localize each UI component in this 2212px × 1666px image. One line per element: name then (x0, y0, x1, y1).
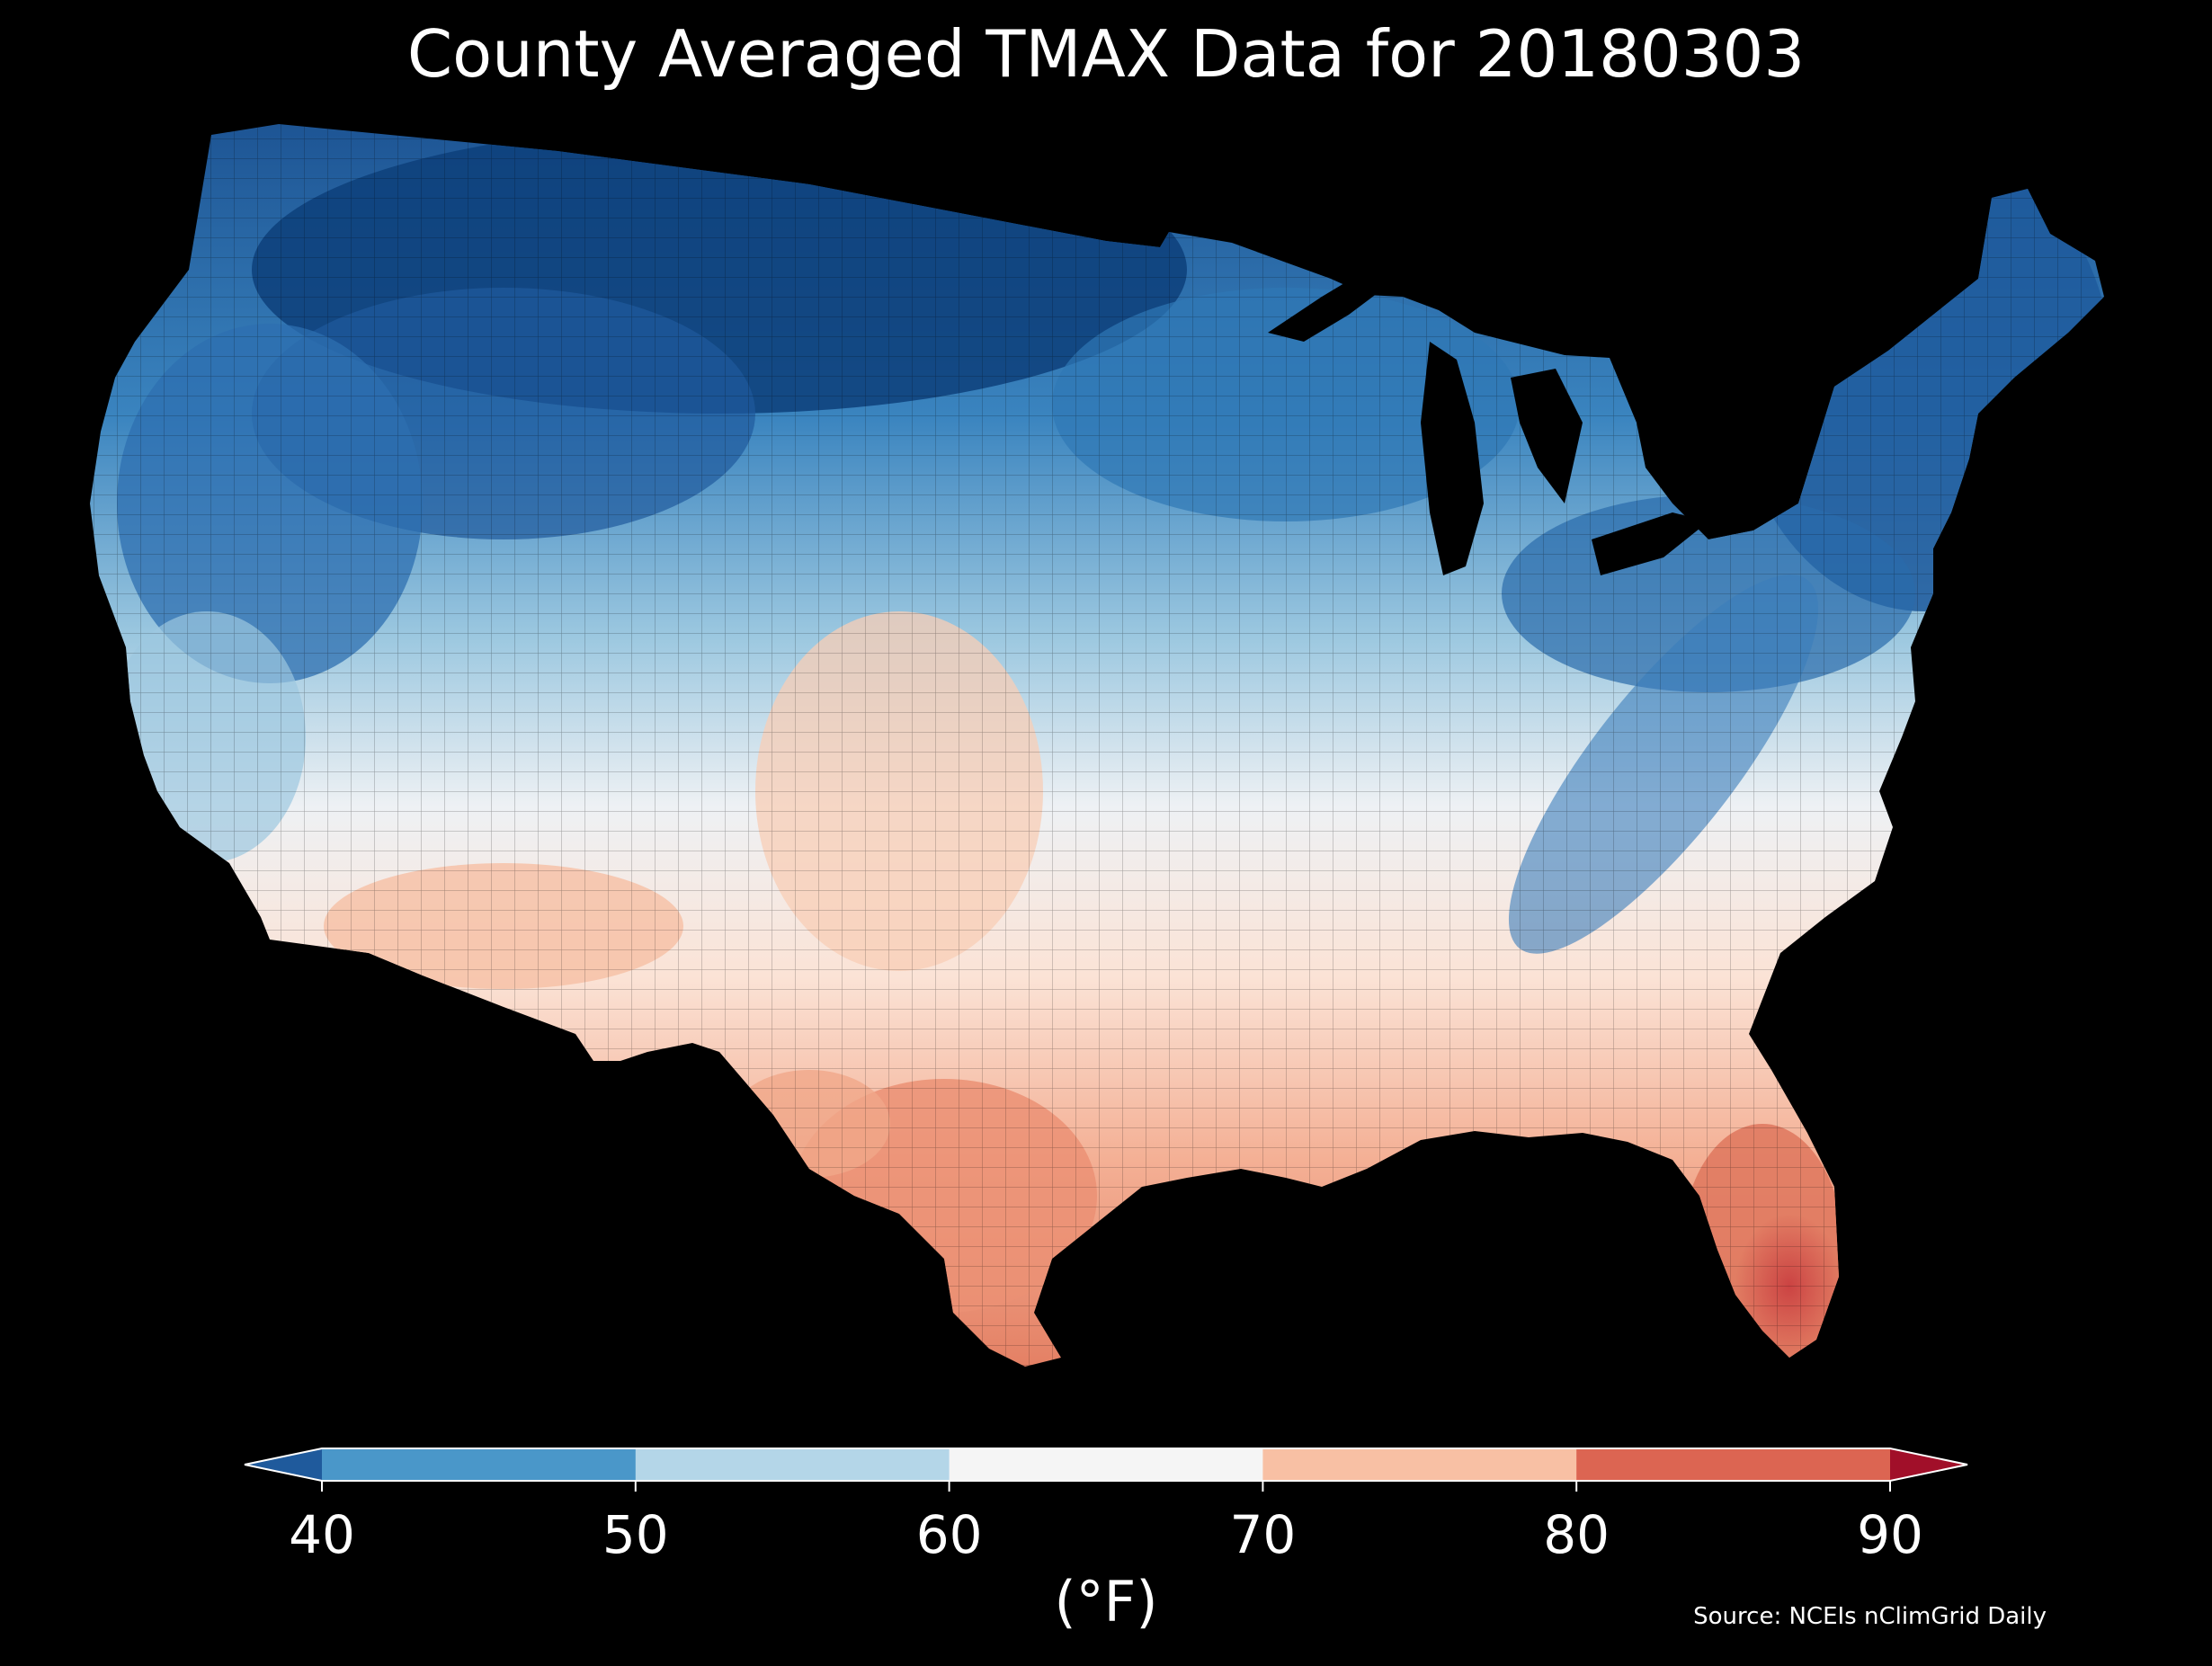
colorbar-bin-50-60 (635, 1448, 950, 1481)
colorbar-tick-label: 40 (289, 1504, 355, 1565)
colorbar-svg: 40 50 60 70 80 90 (244, 1448, 1968, 1565)
map-fill (90, 124, 2104, 1367)
colorbar-bin-80-90 (1576, 1448, 1891, 1481)
map-title: County Averaged TMAX Data for 20180303 (406, 16, 1806, 92)
colorbar-tick-label: 60 (916, 1504, 983, 1565)
great-lakes (1268, 270, 1780, 575)
colorbar-bin-70-80 (1262, 1448, 1577, 1481)
source-note: Source: NCEIs nClimGrid Daily (1693, 1603, 2047, 1630)
colorbar-tick-label: 90 (1857, 1504, 1923, 1565)
colorbar: 40 50 60 70 80 90 (0, 1430, 2212, 1600)
us-county-map (90, 124, 2104, 1367)
colorbar-tick-label: 80 (1543, 1504, 1610, 1565)
colorbar-tick-label: 70 (1229, 1504, 1296, 1565)
colorbar-tick-label: 50 (602, 1504, 669, 1565)
colorbar-bin-40-50 (322, 1448, 637, 1481)
colorbar-under-arrow (245, 1448, 322, 1481)
map-svg (90, 124, 2104, 1367)
colorbar-over-arrow (1890, 1448, 1967, 1481)
colorbar-bin-60-70 (949, 1448, 1263, 1481)
colorbar-unit-label: (°F) (1054, 1569, 1158, 1635)
